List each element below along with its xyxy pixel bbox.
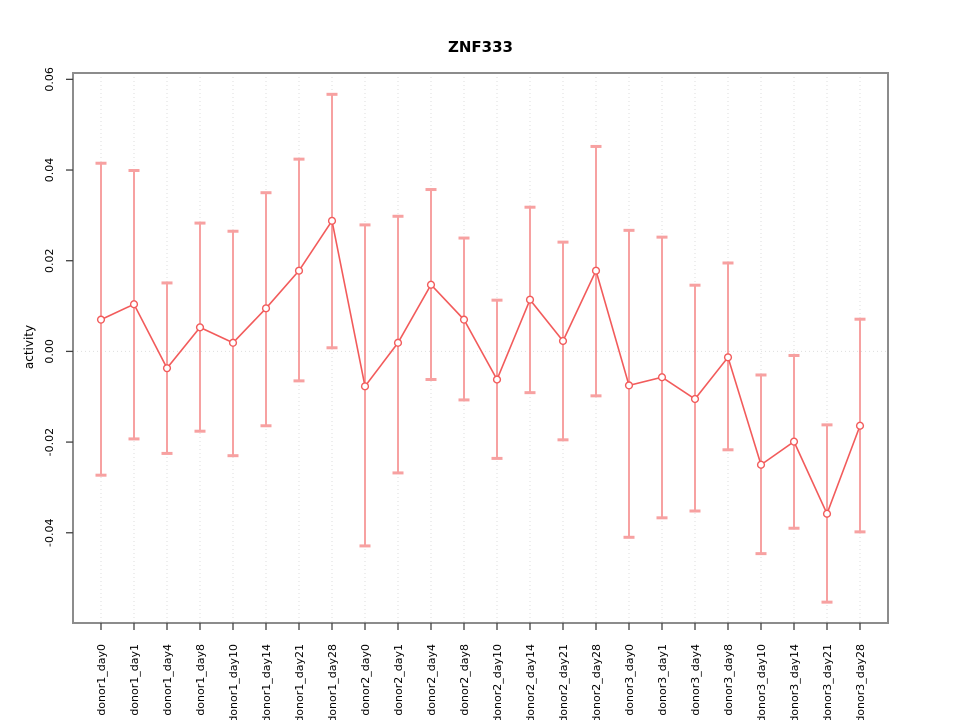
x-tick-label: donor3_day10	[755, 644, 768, 720]
chart-title: ZNF333	[448, 38, 513, 56]
x-tick-label: donor1_day28	[326, 644, 339, 720]
x-tick-label: donor2_day10	[491, 644, 504, 720]
data-point	[426, 280, 436, 289]
x-tick-label: donor2_day8	[458, 644, 471, 716]
x-tick-label: donor1_day14	[260, 644, 273, 720]
data-point	[228, 338, 238, 347]
x-tick-label: donor2_day0	[359, 644, 372, 716]
x-tick-label: donor1_day8	[194, 644, 207, 716]
data-point	[789, 437, 799, 446]
y-tick-label: 0.04	[43, 158, 56, 183]
data-point	[96, 315, 106, 324]
data-point	[822, 509, 832, 518]
x-tick-label: donor1_day21	[293, 644, 306, 720]
data-point	[657, 373, 667, 382]
x-tick-label: donor3_day0	[623, 644, 636, 716]
data-point	[327, 216, 337, 225]
x-tick-label: donor2_day28	[590, 644, 603, 720]
y-tick-label: 0.02	[43, 248, 56, 273]
x-tick-label: donor2_day21	[557, 644, 570, 720]
x-tick-label: donor1_day10	[227, 644, 240, 720]
data-point	[591, 266, 601, 275]
x-tick-label: donor1_day0	[95, 644, 108, 716]
x-tick-label: donor3_day21	[821, 644, 834, 720]
data-point	[294, 266, 304, 275]
y-tick-label: -0.02	[43, 428, 56, 456]
x-tick-label: donor3_day8	[722, 644, 735, 716]
y-tick-label: 0.06	[43, 67, 56, 92]
data-point	[162, 364, 172, 373]
x-tick-label: donor3_day14	[788, 644, 801, 720]
data-point	[624, 381, 634, 390]
x-tick-label: donor3_day28	[854, 644, 867, 720]
plot-box	[72, 72, 889, 624]
data-point	[723, 353, 733, 362]
data-point	[129, 300, 139, 309]
x-tick-label: donor1_day4	[161, 644, 174, 716]
data-point	[393, 338, 403, 347]
data-point	[756, 460, 766, 469]
data-point	[525, 295, 535, 304]
data-point	[195, 323, 205, 332]
x-tick-label: donor2_day1	[392, 644, 405, 716]
y-tick-label: -0.04	[43, 519, 56, 547]
x-tick-label: donor3_day4	[689, 644, 702, 716]
x-tick-label: donor2_day4	[425, 644, 438, 716]
data-point	[558, 336, 568, 346]
data-point	[459, 315, 469, 324]
x-tick-label: donor1_day1	[128, 644, 141, 716]
data-point	[261, 304, 271, 313]
data-point	[690, 394, 700, 404]
series-line	[100, 218, 861, 516]
x-tick-label: donor3_day1	[656, 644, 669, 716]
data-point	[360, 382, 370, 391]
x-tick-label: donor2_day14	[524, 644, 537, 720]
y-tick-label: 0.00	[43, 339, 56, 364]
data-point	[855, 421, 865, 430]
data-point	[492, 375, 502, 384]
